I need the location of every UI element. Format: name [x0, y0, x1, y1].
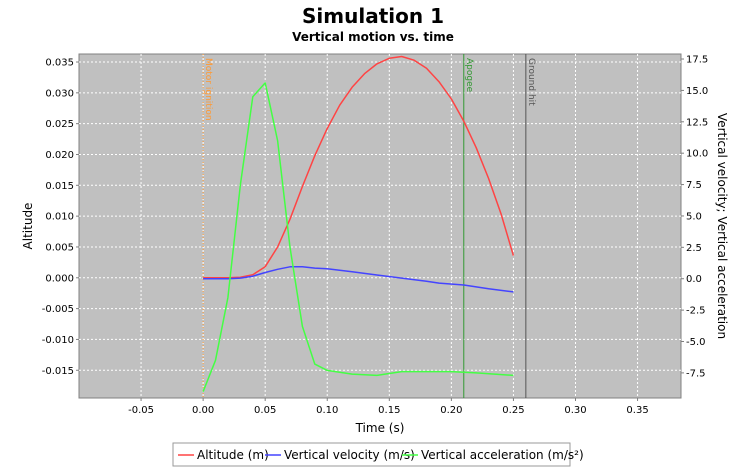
x-tick-label: 0.25	[502, 405, 524, 416]
series-layer	[202, 55, 515, 392]
y-right-tick-label: 7.5	[686, 180, 702, 191]
y-right-axis-ticks: -7.5 -5.0 -2.5 0.0 2.5 5.0 7.5 10.0 12.5 15.0 17.5	[681, 55, 708, 379]
series-line-1	[203, 266, 514, 293]
x-tick-label: 0.10	[316, 405, 338, 416]
x-tick-label: -0.05	[128, 405, 154, 416]
event-marker-label: Ground hit	[526, 58, 536, 106]
y-right-tick-label: 12.5	[686, 117, 708, 128]
x-tick-label: 0.35	[626, 405, 648, 416]
x-tick-label: 0.05	[254, 405, 276, 416]
x-tick-label: 0.30	[564, 405, 586, 416]
series-line-0	[203, 55, 515, 279]
legend-label: Vertical velocity (m/s)	[284, 448, 415, 462]
y-right-tick-label: 10.0	[686, 149, 708, 160]
y-left-tick-label: 0.035	[45, 58, 74, 69]
y-right-tick-label: 17.5	[686, 55, 708, 66]
y-right-axis-label: Vertical velocity; Vertical acceleration	[715, 113, 729, 339]
plot-area	[78, 53, 682, 399]
legend-box	[172, 442, 571, 467]
legend-label: Vertical acceleration (m/s²)	[421, 448, 584, 462]
x-axis-label: Time (s)	[355, 421, 405, 435]
y-left-tick-label: 0.020	[45, 150, 74, 161]
chart-subtitle: Vertical motion vs. time	[292, 30, 454, 44]
chart-title: Simulation 1	[302, 4, 444, 28]
event-markers: Motor ignition Apogee Ground hit	[202, 54, 536, 398]
y-left-tick-label: -0.005	[42, 304, 74, 315]
y-left-tick-label: 0.010	[45, 212, 74, 223]
y-right-tick-label: -5.0	[686, 337, 706, 348]
legend-items: Altitude (m) Vertical velocity (m/s) Verti…	[178, 448, 584, 462]
x-tick-label: 0.00	[192, 405, 214, 416]
y-right-tick-label: 15.0	[686, 86, 708, 97]
y-right-tick-label: -7.5	[686, 368, 706, 379]
y-left-tick-label: 0.025	[45, 119, 74, 130]
y-right-tick-label: -2.5	[686, 306, 706, 317]
event-marker-label: Apogee	[464, 58, 474, 93]
legend-label: Altitude (m)	[197, 448, 269, 462]
x-tick-label: 0.20	[440, 405, 462, 416]
y-left-tick-label: -0.015	[42, 366, 74, 377]
legend: Altitude (m) Vertical velocity (m/s) Verti…	[172, 442, 584, 467]
y-right-tick-label: 0.0	[686, 274, 702, 285]
y-left-tick-label: 0.005	[45, 242, 74, 253]
y-left-axis-ticks: -0.015 -0.010 -0.005 0.000 0.005 0.010 0.015 0.…	[42, 58, 79, 377]
y-right-tick-label: 5.0	[686, 211, 702, 222]
event-marker-label: Motor ignition	[203, 58, 213, 121]
x-axis-ticks: -0.05 0.00 0.05 0.10 0.15 0.20 0.25 0.30 0.35	[128, 398, 649, 416]
y-left-tick-label: 0.000	[45, 273, 74, 284]
series-line-2	[202, 82, 514, 392]
y-left-tick-label: 0.015	[45, 181, 74, 192]
y-left-axis-label: Altitude	[21, 203, 35, 250]
x-tick-label: 0.15	[378, 405, 400, 416]
y-right-tick-label: 2.5	[686, 243, 702, 254]
y-left-tick-label: 0.030	[45, 88, 74, 99]
y-left-tick-label: -0.010	[42, 335, 74, 346]
